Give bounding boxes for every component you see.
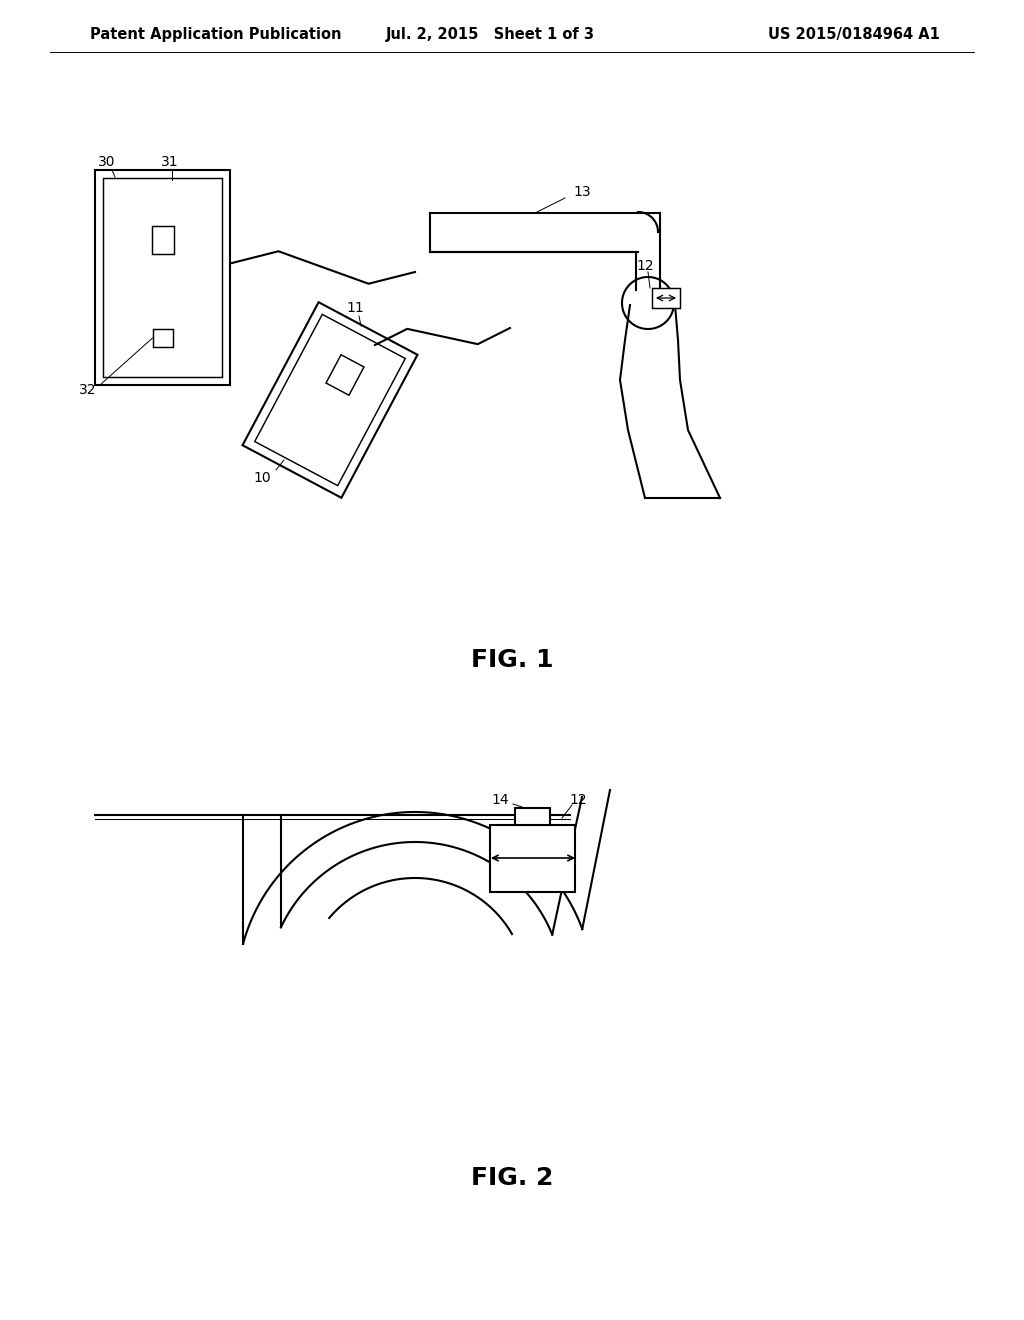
Bar bbox=[515, 808, 550, 825]
Bar bbox=[490, 825, 575, 892]
Text: 13: 13 bbox=[573, 185, 591, 199]
Text: 14: 14 bbox=[492, 793, 509, 807]
Text: Patent Application Publication: Patent Application Publication bbox=[90, 28, 341, 42]
Text: 12: 12 bbox=[636, 259, 653, 273]
Text: FIG. 1: FIG. 1 bbox=[471, 648, 553, 672]
Bar bbox=[153, 329, 172, 347]
Text: FIG. 2: FIG. 2 bbox=[471, 1166, 553, 1191]
Text: US 2015/0184964 A1: US 2015/0184964 A1 bbox=[768, 28, 940, 42]
Text: 32: 32 bbox=[79, 383, 96, 397]
Bar bbox=[652, 288, 680, 308]
Text: 10: 10 bbox=[253, 471, 270, 484]
Text: 30: 30 bbox=[98, 154, 116, 169]
Text: 12: 12 bbox=[569, 793, 587, 807]
Bar bbox=[95, 170, 230, 385]
Text: 31: 31 bbox=[161, 154, 179, 169]
Bar bbox=[103, 178, 222, 378]
Text: 11: 11 bbox=[346, 301, 364, 315]
Text: Jul. 2, 2015   Sheet 1 of 3: Jul. 2, 2015 Sheet 1 of 3 bbox=[385, 28, 595, 42]
Bar bbox=[152, 226, 173, 253]
